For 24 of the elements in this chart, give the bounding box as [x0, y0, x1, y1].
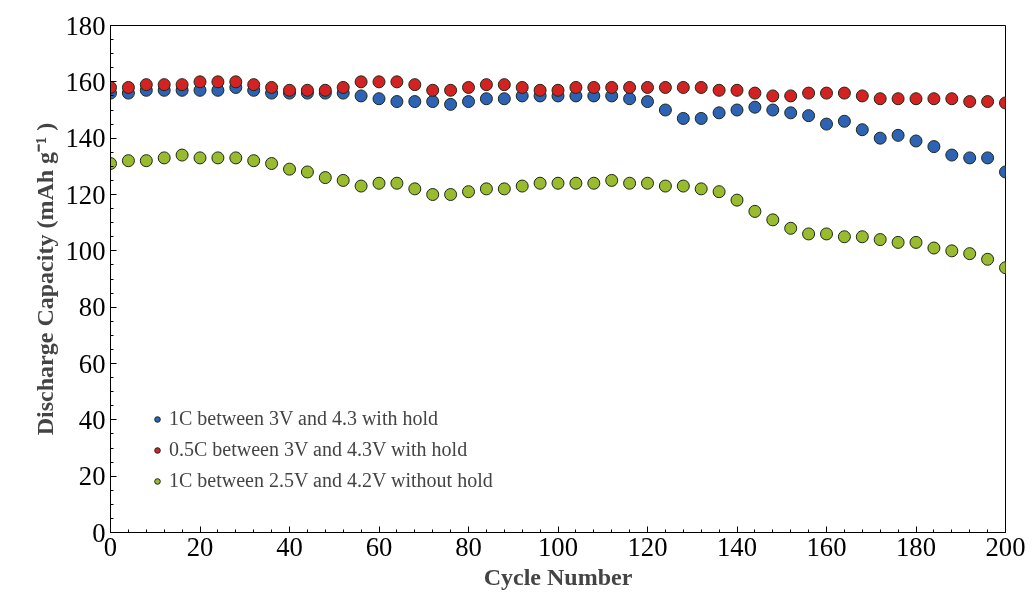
x-tick-label: 100: [538, 531, 578, 562]
y-tick-label: 180: [65, 10, 106, 41]
y-tick-label: 40: [78, 404, 106, 435]
y-tick-label: 80: [78, 292, 106, 323]
x-tick-label: 120: [627, 531, 668, 562]
x-tick-label: 80: [455, 531, 482, 562]
y-tick-label: 60: [78, 348, 106, 379]
legend-label: 0.5C between 3V and 4.3V with hold: [169, 438, 468, 461]
x-tick-label: 200: [985, 531, 1026, 562]
legend-label: 1C between 3V and 4.3 with hold: [169, 407, 439, 430]
x-tick-label: 20: [186, 531, 214, 562]
x-tick-label: 140: [717, 531, 757, 562]
x-axis-title: Cycle Number: [483, 563, 633, 590]
y-tick-label: 160: [65, 66, 106, 97]
y-tick-label: 140: [65, 123, 106, 154]
y-axis-title: Discharge Capacity (mAh g⁻¹ ): [31, 122, 58, 436]
legend-label: 1C between 2.5V and 4.2V without hold: [169, 469, 493, 492]
x-tick-label: 160: [806, 531, 847, 562]
y-tick-label: 120: [65, 179, 106, 210]
y-tick-label: 20: [78, 461, 106, 492]
x-tick-label: 180: [896, 531, 936, 562]
x-tick-label: 40: [276, 531, 303, 562]
x-tick-label: 60: [365, 531, 393, 562]
y-tick-label: 100: [65, 235, 106, 266]
